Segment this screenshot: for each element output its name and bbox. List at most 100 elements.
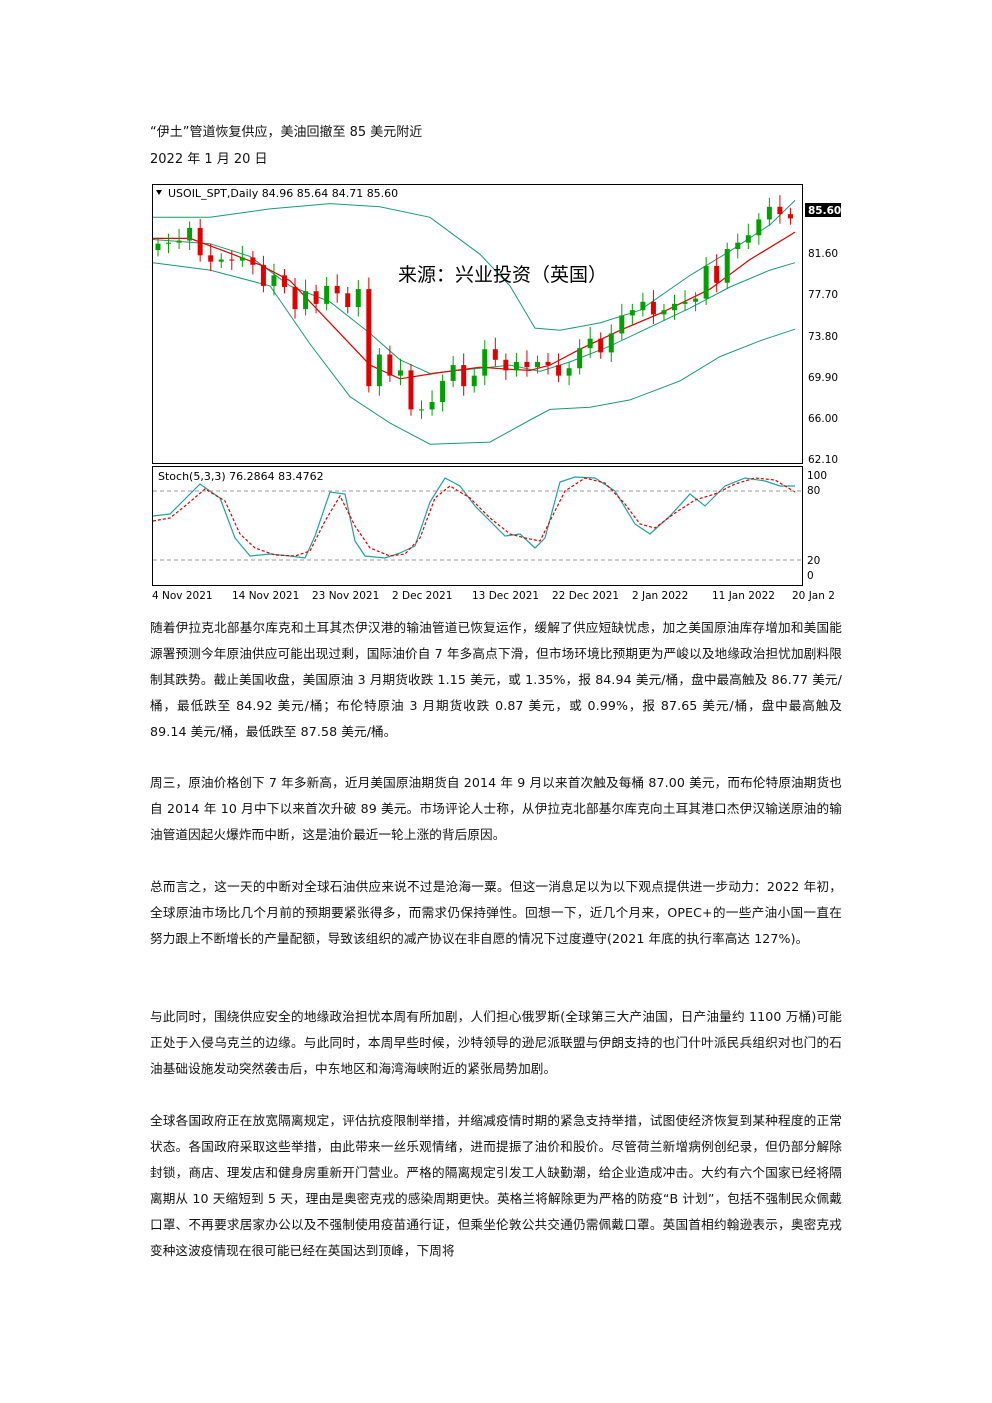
candle-body [471,375,477,387]
upper-band [153,200,796,331]
candle-body [271,275,277,286]
candle-body [450,365,456,381]
date-line: 2022 年 1 月 20 日 [150,152,268,167]
stoch-tick-label: 0 [807,570,814,582]
candle-body [260,264,266,286]
stoch-main-line [152,476,795,559]
date-tick-label: 4 Nov 2021 [152,590,213,601]
candle-body [366,289,372,387]
candle-body [334,285,340,294]
candle-body [513,361,519,371]
candle-body [714,265,720,283]
current-price-marker [805,203,841,217]
lower-band [152,262,796,445]
candle-body [766,206,772,220]
candle-body [239,257,245,261]
candle-body [672,303,678,311]
candle-body [250,257,256,265]
candle-body [281,275,287,287]
stoch-tick-label: 100 [807,470,827,482]
price-panel [152,184,803,464]
candle-body [461,365,467,387]
candle-body [598,338,604,353]
candle-body [324,285,330,304]
candle-body [640,301,646,311]
date-tick-label: 14 Nov 2021 [232,590,299,601]
date-tick-label: 2 Dec 2021 [392,590,452,601]
candle-body [619,315,625,334]
stoch-tick-label: 20 [807,555,820,567]
candle-body [197,227,203,256]
candle-body [218,259,224,262]
candle-body [777,206,783,215]
paragraph: 随着伊拉克北部基尔库克和土耳其杰伊汉港的输油管道已恢复运作，缓解了供应短缺忧虑，… [150,620,842,739]
candle-body [440,380,446,403]
paragraph: 总而言之，这一天的中断对全球石油供应来说不过是沧海一粟。但这一消息足以为以下观点… [150,879,842,946]
candle-body [587,338,593,349]
price-tick-label: 69.90 [808,372,838,384]
candle-body [745,235,751,243]
candle-body [397,370,403,376]
candle-body [556,365,562,376]
price-tick-label: 77.70 [808,289,838,301]
date-tick-label: 11 Jan 2022 [712,590,775,601]
candle-body [376,354,382,387]
date-tick-label: 22 Dec 2021 [552,590,619,601]
candle-body [482,349,488,376]
price-tick-label: 62.10 [808,454,838,466]
candle-body [313,291,319,304]
candle-body [208,255,214,262]
price-chart: USOIL_SPT,Daily 84.96 85.64 84.71 85.60 … [150,181,842,601]
candle-body [387,354,393,376]
candle-body [345,293,351,308]
candle-body [534,361,540,368]
price-tick-label: 73.80 [808,331,838,343]
stochastic-lines [152,476,796,559]
price-tick-label: 81.60 [808,248,838,260]
candle-body [693,298,699,302]
date-tick-label: 13 Dec 2021 [472,590,539,601]
paragraph: 周三，原油价格创下 7 年多新高，近月美国原油期货自 2014 年 9 月以来首… [150,775,842,842]
candle-body [566,368,572,376]
candle-body [650,301,656,315]
candle-body [355,289,361,308]
price-tick-label: 85.60 [808,205,841,217]
candle-body [545,361,551,366]
chart-watermark: 来源：兴业投资（英国） [398,264,607,286]
candle-body [176,240,182,243]
headline: “伊土”管道恢复供应，美油回撤至 85 美元附近 [150,125,423,140]
candle-body [155,243,161,251]
stoch-panel [152,466,803,586]
candle-body [703,265,709,299]
candle-body [408,370,414,410]
candle-body [735,242,741,249]
date-tick-label: 20 Jan 2 [792,590,835,601]
candlesticks [155,195,793,419]
stoch-title: Stoch(5,3,3) 76.2864 83.4762 [158,470,324,483]
candle-body [292,286,298,310]
dropdown-icon[interactable] [156,190,162,195]
paragraph: 全球各国政府正在放宽隔离规定，评估抗疫限制举措，并缩减疫情时期的紧急支持举措，试… [150,1113,842,1258]
date-tick-label: 23 Nov 2021 [312,590,379,601]
candle-body [229,259,235,261]
candle-body [682,301,688,304]
candle-body [577,348,583,369]
candle-body [419,409,425,411]
price-tick-label: 66.00 [808,413,838,425]
stoch-tick-label: 80 [807,485,820,497]
candle-body [608,333,614,353]
candle-body [524,361,530,368]
date-tick-label: 2 Jan 2022 [632,590,688,601]
candle-body [429,402,435,410]
candle-body [503,359,509,371]
candle-body [187,227,193,241]
candle-body [661,310,667,315]
candle-body [756,219,762,236]
candle-body [724,248,730,283]
chart-main-title: USOIL_SPT,Daily 84.96 85.64 84.71 85.60 [168,187,398,200]
candle-body [492,349,498,360]
candle-body [629,310,635,316]
candle-body [166,242,172,244]
candle-body [303,291,309,310]
stoch-signal-line [152,477,796,557]
